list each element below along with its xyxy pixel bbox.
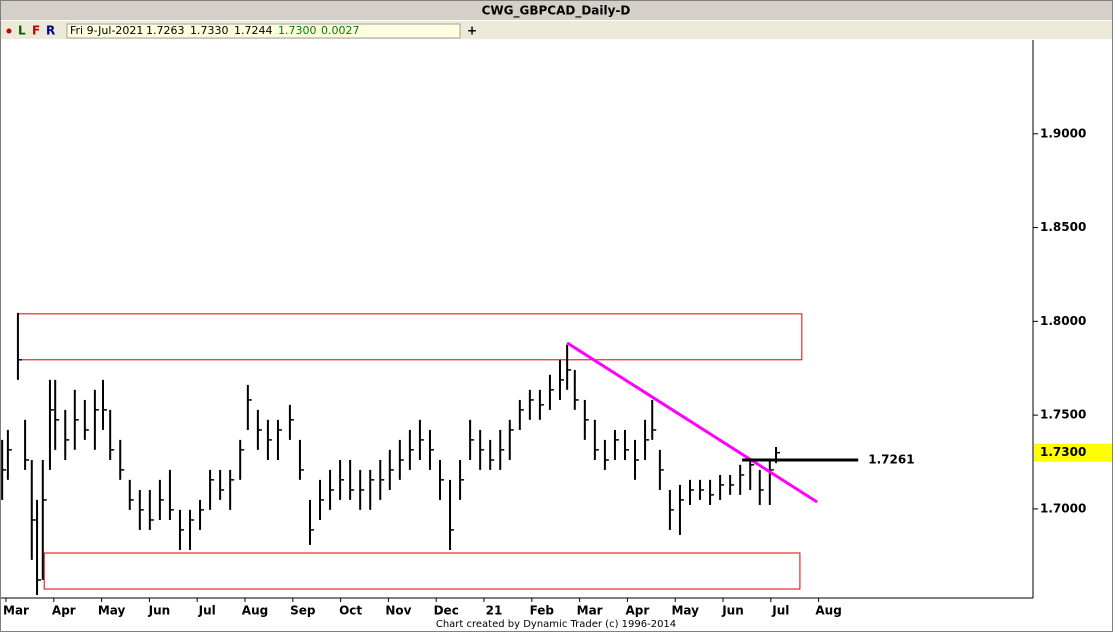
- info-box: [66, 23, 461, 39]
- y-tick-label: 1.7500: [1040, 408, 1086, 422]
- x-tick-label: Mar: [577, 604, 603, 618]
- x-tick-label: Oct: [339, 604, 362, 618]
- tool-l[interactable]: L: [18, 24, 26, 38]
- y-tick-label: 1.8500: [1040, 220, 1086, 234]
- x-tick-label: Jun: [148, 604, 171, 618]
- x-tick-label: May: [671, 604, 699, 618]
- x-tick-label: Apr: [52, 604, 76, 618]
- info-low: 1.7244: [234, 24, 273, 37]
- add-button[interactable]: +: [467, 24, 477, 38]
- x-tick-label: Aug: [242, 604, 268, 618]
- x-tick-label: May: [98, 604, 126, 618]
- y-tick-label: 1.8000: [1040, 314, 1086, 328]
- x-tick-label: Apr: [626, 604, 650, 618]
- last-price-label: 1.7300: [1040, 445, 1086, 459]
- y-tick-label: 1.7000: [1040, 501, 1086, 515]
- info-change: 0.0027: [321, 24, 360, 37]
- level-label: 1.7261: [868, 452, 914, 466]
- x-tick-label: Aug: [815, 604, 841, 618]
- info-date: Fri 9-Jul-2021: [70, 24, 143, 37]
- x-tick-label: Dec: [434, 604, 459, 618]
- info-close: 1.7300: [278, 24, 317, 37]
- x-tick-label: Jul: [771, 604, 789, 618]
- last-price-box: [1034, 443, 1112, 462]
- record-icon[interactable]: [6, 28, 12, 34]
- title-bar: [1, 1, 1112, 20]
- footer: Chart created by Dynamic Trader (c) 1996…: [436, 619, 676, 630]
- x-tick-label: 21: [486, 604, 503, 618]
- x-tick-label: Jul: [198, 604, 216, 618]
- info-high: 1.7330: [190, 24, 229, 37]
- trendline: [566, 341, 818, 504]
- x-tick-label: Nov: [385, 604, 411, 618]
- tool-r[interactable]: R: [46, 24, 55, 38]
- zone: [43, 552, 801, 590]
- tool-f[interactable]: F: [32, 24, 40, 38]
- info-open: 1.7263: [146, 24, 185, 37]
- y-tick-label: 1.9000: [1040, 126, 1086, 140]
- x-tick-label: Sep: [290, 604, 316, 618]
- chart-title: CWG_GBPCAD_Daily-D: [482, 4, 631, 19]
- x-tick-label: Jun: [721, 604, 744, 618]
- x-tick-label: Mar: [3, 604, 29, 618]
- x-tick-label: Feb: [530, 604, 555, 618]
